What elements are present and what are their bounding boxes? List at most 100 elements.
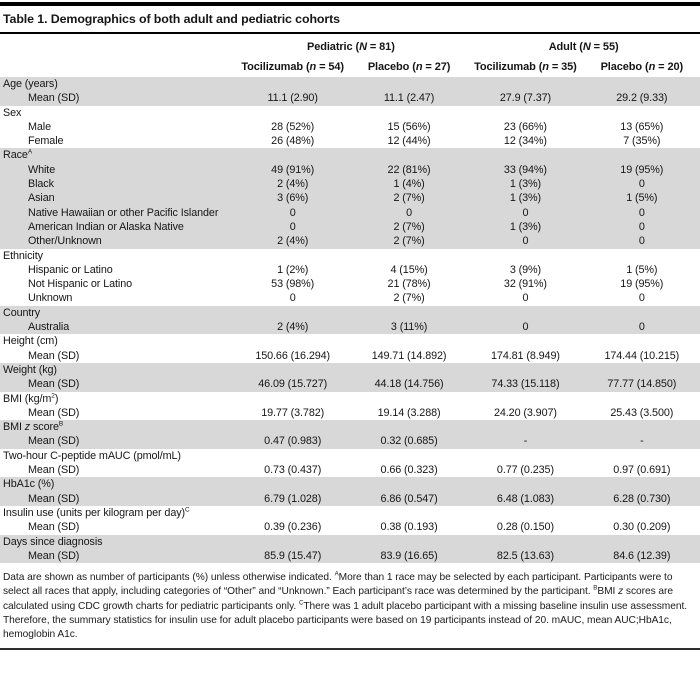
cell-value: 19.14 (3.288) xyxy=(377,406,441,419)
data-row: Mean (SD) 11.1 (2.90) 11.1 (2.47) 27.9 (7.3… xyxy=(0,91,700,106)
section-label: Country xyxy=(0,306,700,320)
data-row: Mean (SD) 0.47 (0.983) 0.32 (0.685) - - xyxy=(0,434,700,449)
cell-value: - xyxy=(640,435,644,448)
section-header-row: Age (years) xyxy=(0,77,700,92)
cell-value: 11.1 (2.47) xyxy=(383,92,435,105)
data-row: Male 28 (52%) 15 (56%) 23 (66%) 13 (65%) xyxy=(0,120,700,134)
table-header: Pediatric (N = 81) Adult (N = 55) Tocili… xyxy=(0,34,700,77)
section-label: Insulin use (units per kilogram per day)… xyxy=(0,506,700,520)
row-label: Female xyxy=(28,135,64,148)
cell-value: 0.39 (0.236) xyxy=(264,521,322,534)
section-header-row: Sex xyxy=(0,106,700,120)
cell-value: 19 (95%) xyxy=(620,163,664,176)
data-row: Mean (SD) 0.73 (0.437) 0.66 (0.323) 0.77 (0… xyxy=(0,463,700,477)
cell-value: 2 (4%) xyxy=(277,178,309,191)
superscript-marker: A xyxy=(27,148,33,156)
section-header-row: BMI (kg/m2) xyxy=(0,392,700,406)
text-run: BMI xyxy=(597,586,619,598)
superscript-marker: 2 xyxy=(51,391,55,399)
cell-value: 2 (7%) xyxy=(393,220,425,233)
cell-value: 0 xyxy=(638,220,645,233)
top-rule xyxy=(0,2,700,6)
cell-value: 1 (3%) xyxy=(509,220,542,233)
cell-value: 0.32 (0.685) xyxy=(380,435,438,448)
section-label: Days since diagnosis xyxy=(0,535,700,549)
col-label-text: = 27) xyxy=(422,61,451,73)
cell-value: 11.1 (2.90) xyxy=(267,92,318,105)
cell-value: 4 (15%) xyxy=(390,263,428,276)
section-label: BMI z scoreB xyxy=(0,420,700,434)
superscript-marker: C xyxy=(185,506,190,514)
data-row: Mean (SD) 150.66 (16.294) 149.71 (14.892) 1… xyxy=(0,349,700,363)
cell-value: 1 (4%) xyxy=(393,178,425,191)
group-n-italic: N xyxy=(359,41,367,53)
italic-text: z xyxy=(24,421,31,434)
section-label: Weight (kg) xyxy=(0,363,700,377)
table-title: Table 1. Demographics of both adult and … xyxy=(0,6,700,34)
group-label-text: = 81) xyxy=(366,41,395,53)
cell-value: 2 (7%) xyxy=(393,235,425,248)
row-label: Mean (SD) xyxy=(28,92,80,105)
cell-value: 0.66 (0.323) xyxy=(380,464,438,477)
cell-value: 29.2 (9.33) xyxy=(616,92,668,105)
text-run: Country xyxy=(3,306,41,319)
data-row: White 49 (91%) 22 (81%) 33 (94%) 19 (95%) xyxy=(0,162,700,178)
col-header-adult-placebo: Placebo (n = 20) xyxy=(584,57,700,77)
cell-value: 0.73 (0.437) xyxy=(264,464,322,477)
superscript-marker: B xyxy=(593,584,598,592)
col-n-italic: n xyxy=(542,61,549,73)
cell-value: 6.28 (0.730) xyxy=(613,492,671,505)
text-run: score xyxy=(30,421,59,434)
cell-value: 0 xyxy=(638,321,645,334)
cell-value: 174.81 (8.949) xyxy=(491,349,560,362)
cell-value: 3 (11%) xyxy=(390,321,428,334)
row-label: Not Hispanic or Latino xyxy=(28,278,133,291)
text-run: ) xyxy=(54,392,59,405)
group-label-text: Pediatric ( xyxy=(306,41,360,53)
data-row: Asian 3 (6%) 2 (7%) 1 (3%) 1 (5%) xyxy=(0,191,700,206)
section-label: HbA1c (%) xyxy=(0,477,700,491)
cell-value: 1 (3%) xyxy=(509,178,542,191)
cell-value: 21 (78%) xyxy=(387,278,431,291)
cell-value: 0 xyxy=(522,292,529,305)
col-n-italic: n xyxy=(415,61,423,73)
section-header-row: HbA1c (%) xyxy=(0,477,700,492)
row-label: Mean (SD) xyxy=(28,349,80,362)
text-run: Two-hour C-peptide mAUC (pmol/mL) xyxy=(3,449,181,462)
cell-value: - xyxy=(523,435,528,448)
row-label: White xyxy=(28,163,56,176)
cell-value: 0 xyxy=(289,206,296,219)
section-label: Sex xyxy=(0,106,700,120)
cell-value: 1 (5%) xyxy=(626,192,658,205)
table-footnote: Data are shown as number of participants… xyxy=(0,563,700,648)
cell-value: 6.48 (1.083) xyxy=(496,492,554,505)
data-row: Australia 2 (4%) 3 (11%) 0 0 xyxy=(0,320,700,335)
section-header-row: Height (cm) xyxy=(0,334,700,348)
superscript-marker: C xyxy=(298,599,304,607)
row-label: Mean (SD) xyxy=(28,521,80,534)
data-row: Other/Unknown 2 (4%) 2 (7%) 0 0 xyxy=(0,234,700,249)
col-label-text: Tocilizumab ( xyxy=(474,61,543,73)
text-run: Data are shown as number of participants… xyxy=(3,572,335,584)
cell-value: 0 xyxy=(289,220,296,233)
section-header-row: Weight (kg) xyxy=(0,362,700,378)
cell-value: 46.09 (15.727) xyxy=(258,378,328,391)
cell-value: 19 (95%) xyxy=(620,278,664,291)
cell-value: 27.9 (7.37) xyxy=(499,92,551,105)
row-label: Mean (SD) xyxy=(28,406,80,419)
row-label: Mean (SD) xyxy=(28,464,80,477)
cell-value: 0.30 (0.209) xyxy=(613,521,671,534)
cell-value: 0 xyxy=(522,321,529,334)
cell-value: 150.66 (16.294) xyxy=(255,349,331,362)
text-run: Insulin use (units per kilogram per day) xyxy=(3,506,186,519)
text-run: HbA1c (%) xyxy=(3,478,55,491)
cell-value: 19.77 (3.782) xyxy=(261,406,325,419)
data-row: Unknown 0 2 (7%) 0 0 xyxy=(0,291,700,305)
section-header-row: Insulin use (units per kilogram per day)… xyxy=(0,506,700,520)
col-header-adult-tocilizumab: Tocilizumab (n = 35) xyxy=(467,57,583,77)
section-label: RaceA xyxy=(0,148,700,162)
italic-text: z xyxy=(618,586,624,598)
text-run: Weight (kg) xyxy=(3,363,57,376)
cell-value: 0 xyxy=(289,292,296,305)
text-run: BMI xyxy=(3,421,25,434)
